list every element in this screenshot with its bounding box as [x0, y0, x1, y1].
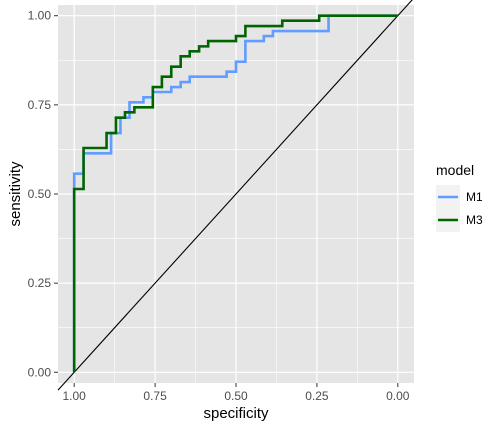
legend: model M1 M3 [436, 162, 483, 232]
series-group [72, 14, 398, 373]
y-tick-label: 0.50 [28, 187, 52, 201]
x-tick-label: 0.75 [143, 389, 167, 403]
x-tick-label: 1.00 [63, 389, 87, 403]
x-tick-label: 0.00 [386, 389, 410, 403]
series-line-m3 [72, 14, 398, 373]
x-tick-label: 0.50 [224, 389, 248, 403]
y-tick-label: 0.00 [28, 365, 52, 379]
y-axis-title: sensitivity [7, 161, 24, 227]
legend-title: model [436, 162, 474, 178]
legend-label-m3: M3 [466, 213, 483, 227]
x-axis-title: specificity [203, 405, 269, 422]
legend-item-m3: M3 [436, 208, 483, 232]
x-axis: 1.00 0.75 0.50 0.25 0.00 [63, 383, 410, 403]
y-tick-label: 0.25 [28, 276, 52, 290]
legend-item-m1: M1 [436, 185, 483, 209]
y-tick-label: 0.75 [28, 98, 52, 112]
y-tick-label: 1.00 [28, 9, 52, 23]
reference-diagonal [57, 0, 413, 391]
y-axis: 0.00 0.25 0.50 0.75 1.00 [28, 9, 58, 379]
legend-label-m1: M1 [466, 190, 483, 204]
x-tick-label: 0.25 [305, 389, 329, 403]
